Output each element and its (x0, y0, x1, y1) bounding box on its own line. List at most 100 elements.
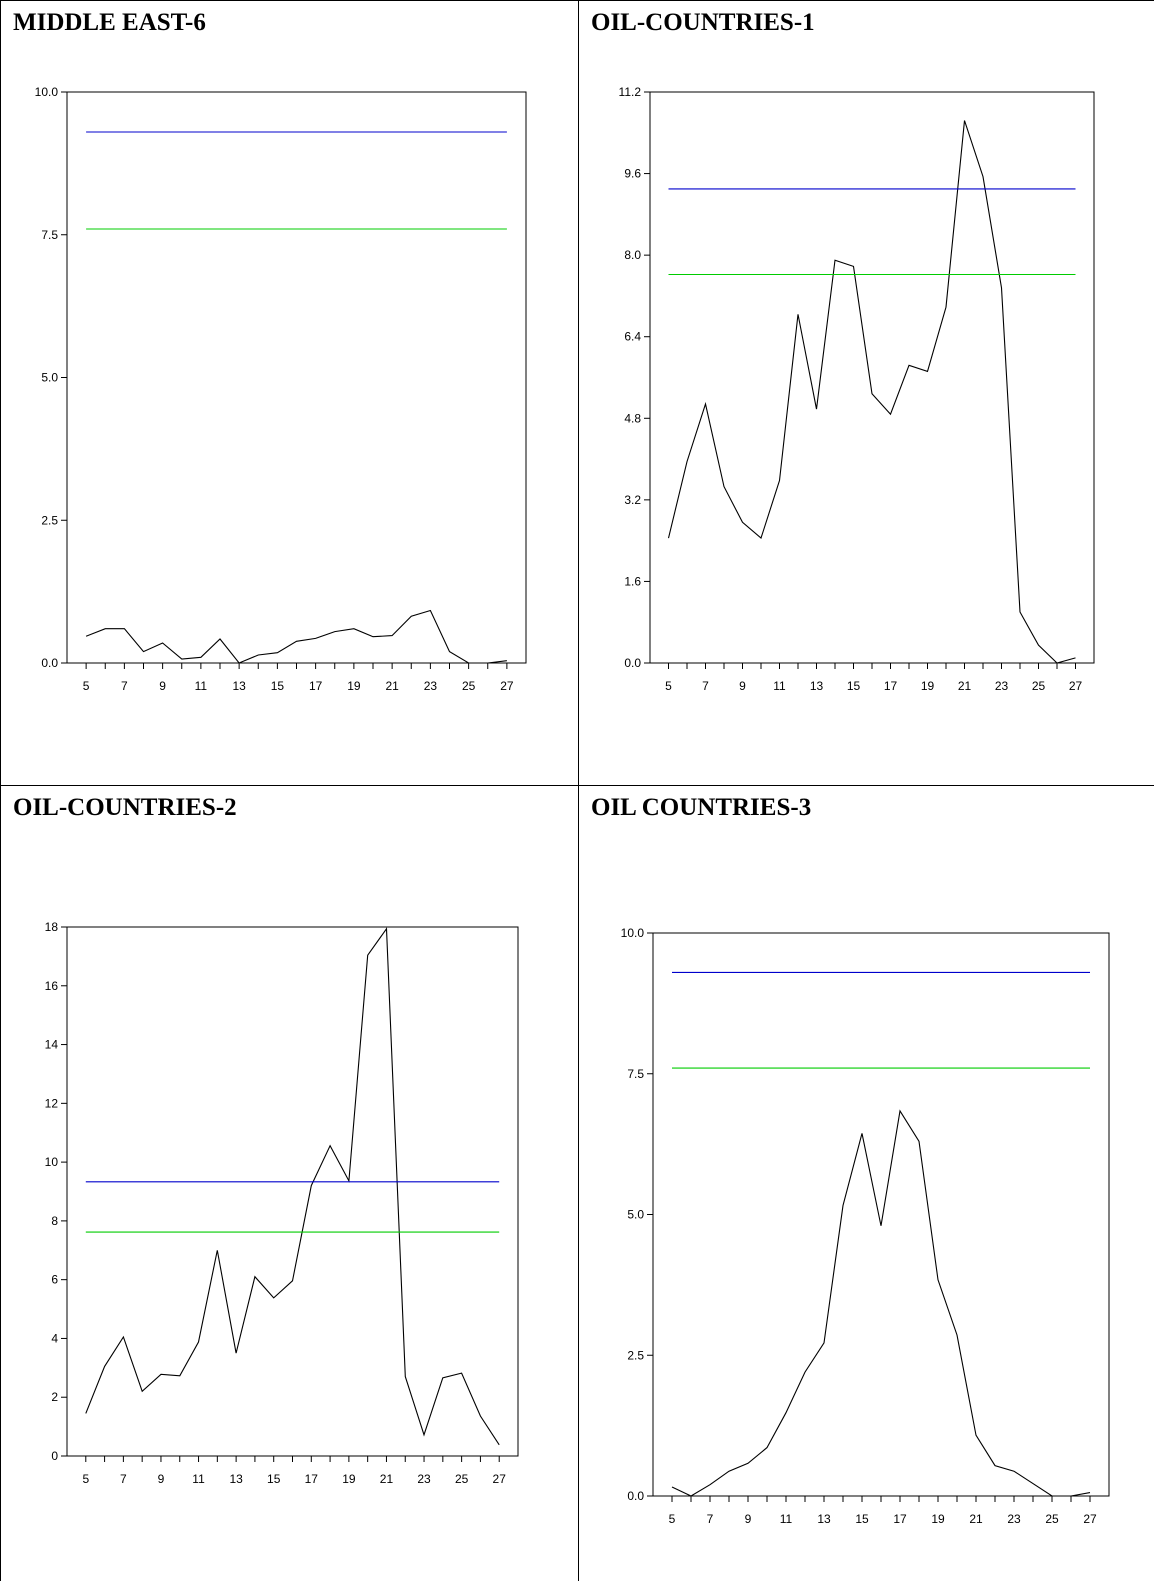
x-tick-label: 25 (455, 1472, 469, 1486)
y-tick-label: 8 (51, 1214, 58, 1228)
grid-divider-horizontal (0, 785, 1154, 786)
plot-frame (66, 926, 519, 1457)
x-tick-label: 5 (82, 1472, 89, 1486)
x-tick-label: 27 (500, 679, 514, 693)
data-line (667, 120, 1076, 664)
grid-divider-vertical (578, 0, 579, 1581)
y-tick-label: 11.2 (619, 85, 642, 99)
x-tick-label: 15 (271, 679, 285, 693)
x-tick-label: 15 (855, 1512, 869, 1526)
y-tick-label: 2 (51, 1390, 58, 1404)
x-tick-label: 19 (342, 1472, 356, 1486)
y-tick-label: 10 (45, 1155, 59, 1169)
panel-title: MIDDLE EAST-6 (13, 9, 206, 36)
x-tick-label: 17 (305, 1472, 319, 1486)
y-tick-label: 7.5 (41, 228, 58, 242)
panel-oil-countries-2: OIL-COUNTRIES-2 0 2 4 6 8 10 12 14 16 18 5 7 9 11 13 15… (1, 786, 578, 1581)
x-tick-label: 11 (195, 679, 208, 693)
x-tick-label: 17 (893, 1512, 907, 1526)
line-chart-oil-countries-3: 0.0 2.5 5.0 7.5 10.0 5 7 9 11 13 15 17 19 21 23 25 27 (621, 926, 1110, 1526)
x-tick-label: 7 (120, 1472, 127, 1486)
x-tick-label: 13 (817, 1512, 831, 1526)
y-tick-label: 16 (45, 979, 59, 993)
x-tick-label: 9 (158, 1472, 165, 1486)
x-tick-label: 5 (83, 679, 90, 693)
data-line (671, 1109, 1091, 1497)
x-tick-label: 13 (810, 679, 824, 693)
panel-oil-countries-1: OIL-COUNTRIES-1 0.0 1.6 3.2 4.8 6.4 8.0 9.6 11.… (579, 1, 1154, 785)
plot-frame (649, 91, 1095, 664)
x-tick-label: 7 (702, 679, 709, 693)
panel-middle-east-6: MIDDLE EAST-6 0.0 2.5 5.0 7.5 10.0 5 7 9 11 13 15 1… (1, 1, 578, 785)
x-tick-label: 25 (1045, 1512, 1059, 1526)
x-tick-label: 15 (847, 679, 861, 693)
y-tick-label: 4 (51, 1331, 58, 1345)
y-tick-label: 4.8 (624, 411, 641, 425)
y-tick-label: 7.5 (627, 1067, 644, 1081)
x-tick-label: 21 (380, 1472, 394, 1486)
x-tick-label: 23 (995, 679, 1009, 693)
x-tick-label: 9 (739, 679, 746, 693)
y-tick-label: 12 (45, 1096, 59, 1110)
x-tick-label: 17 (884, 679, 898, 693)
grid-border-top (0, 0, 1154, 1)
line-chart-oil-countries-2: 0 2 4 6 8 10 12 14 16 18 5 7 9 11 13 15 17 19 21 23 25 27 (45, 920, 519, 1486)
x-tick-label: 11 (773, 679, 786, 693)
y-tick-label: 10.0 (35, 85, 59, 99)
panel-title: OIL-COUNTRIES-2 (13, 794, 237, 821)
x-tick-label: 25 (1032, 679, 1046, 693)
x-tick-label: 21 (958, 679, 972, 693)
x-tick-label: 7 (707, 1512, 714, 1526)
panel-oil-countries-3: OIL COUNTRIES-3 0.0 2.5 5.0 7.5 10.0 5 7 9 11 13 1… (579, 786, 1154, 1581)
y-tick-label: 6.4 (624, 330, 641, 344)
y-tick-label: 10.0 (621, 926, 645, 940)
x-tick-label: 11 (192, 1472, 205, 1486)
x-tick-label: 19 (931, 1512, 945, 1526)
x-tick-label: 25 (462, 679, 476, 693)
y-tick-label: 2.5 (41, 513, 58, 527)
x-tick-label: 9 (159, 679, 166, 693)
grid-border-left (0, 0, 1, 1581)
y-tick-label: 6 (51, 1273, 58, 1287)
data-line (85, 927, 500, 1446)
x-tick-label: 5 (665, 679, 672, 693)
x-tick-label: 27 (1069, 679, 1083, 693)
y-tick-label: 2.5 (627, 1348, 644, 1362)
y-tick-label: 9.6 (624, 167, 641, 181)
x-tick-label: 21 (385, 679, 399, 693)
y-tick-label: 3.2 (624, 493, 641, 507)
y-tick-label: 14 (45, 1038, 59, 1052)
y-tick-label: 0 (51, 1449, 58, 1463)
plot-frame (652, 932, 1110, 1497)
x-tick-label: 19 (921, 679, 935, 693)
data-line (85, 609, 507, 664)
x-tick-label: 27 (493, 1472, 507, 1486)
y-tick-label: 0.0 (624, 656, 641, 670)
panel-title: OIL-COUNTRIES-1 (591, 9, 815, 36)
y-tick-label: 0.0 (41, 656, 58, 670)
y-tick-label: 5.0 (41, 371, 58, 385)
y-tick-label: 5.0 (627, 1208, 644, 1222)
x-tick-label: 5 (669, 1512, 676, 1526)
x-tick-label: 13 (232, 679, 246, 693)
y-tick-label: 1.6 (624, 574, 641, 588)
x-tick-label: 9 (745, 1512, 752, 1526)
line-chart-oil-countries-1: 0.0 1.6 3.2 4.8 6.4 8.0 9.6 11.2 5 7 9 11 13 15 17 19 21… (619, 85, 1095, 693)
line-chart-middle-east-6: 0.0 2.5 5.0 7.5 10.0 5 7 9 11 13 15 17 19 21 23 25 27 (35, 85, 527, 693)
x-tick-label: 7 (121, 679, 128, 693)
y-tick-label: 0.0 (627, 1489, 644, 1503)
x-tick-label: 27 (1083, 1512, 1097, 1526)
x-tick-label: 23 (424, 679, 438, 693)
x-tick-label: 23 (417, 1472, 431, 1486)
x-tick-label: 21 (969, 1512, 983, 1526)
x-tick-label: 11 (780, 1512, 793, 1526)
y-tick-label: 8.0 (624, 248, 641, 262)
x-tick-label: 23 (1007, 1512, 1021, 1526)
y-tick-label: 18 (45, 920, 59, 934)
panel-title: OIL COUNTRIES-3 (591, 794, 812, 821)
plot-frame (66, 91, 527, 664)
x-tick-label: 13 (229, 1472, 243, 1486)
x-tick-label: 19 (347, 679, 361, 693)
x-tick-label: 15 (267, 1472, 281, 1486)
